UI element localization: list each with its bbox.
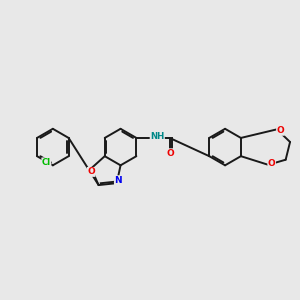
- Text: O: O: [268, 159, 275, 168]
- Text: O: O: [277, 126, 284, 135]
- Text: Cl: Cl: [42, 158, 51, 167]
- Text: N: N: [114, 176, 122, 185]
- Text: O: O: [167, 149, 174, 158]
- Text: NH: NH: [150, 132, 164, 141]
- Text: O: O: [87, 167, 95, 176]
